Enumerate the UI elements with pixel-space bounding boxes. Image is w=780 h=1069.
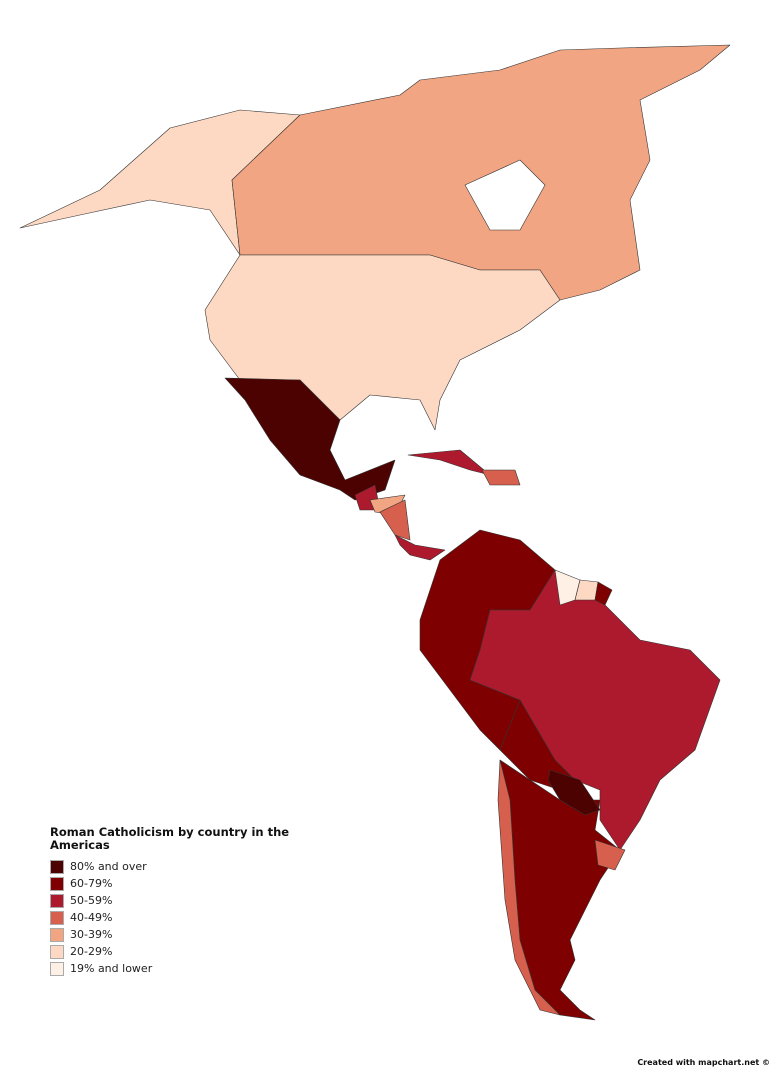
legend-title: Roman Catholicism by country in the Amer…: [50, 825, 290, 852]
legend-swatch: [50, 927, 64, 942]
credit: Created with mapchart.net ©: [637, 1058, 770, 1067]
country: [204, 254, 561, 431]
legend-label: 40-49%: [70, 911, 113, 924]
hudson-bay: [464, 159, 546, 231]
legend-swatch: [50, 893, 64, 908]
legend-item: 50-59%: [50, 892, 290, 909]
legend-item: 80% and over: [50, 858, 290, 875]
country: [224, 377, 396, 501]
legend: Roman Catholicism by country in the Amer…: [50, 826, 290, 977]
legend-item: 60-79%: [50, 875, 290, 892]
country: [547, 769, 601, 816]
legend-swatch: [50, 859, 64, 874]
legend-label: 50-59%: [70, 894, 113, 907]
country: [594, 839, 626, 871]
legend-item: 40-49%: [50, 909, 290, 926]
legend-label: 80% and over: [70, 860, 147, 873]
legend-label: 20-29%: [70, 945, 113, 958]
country: [481, 469, 521, 486]
legend-swatch: [50, 944, 64, 959]
country: [407, 449, 491, 476]
legend-item: 20-29%: [50, 943, 290, 960]
legend-item: 19% and lower: [50, 960, 290, 977]
legend-item: 30-39%: [50, 926, 290, 943]
country: [594, 581, 613, 606]
legend-label: 19% and lower: [70, 962, 153, 975]
legend-swatch: [50, 910, 64, 925]
country: [394, 534, 446, 561]
country: [497, 759, 561, 1016]
legend-label: 30-39%: [70, 928, 113, 941]
legend-swatch: [50, 961, 64, 976]
legend-label: 60-79%: [70, 877, 113, 890]
legend-items: 80% and over 60-79% 50-59% 40-49% 30-39% 20-2…: [50, 858, 290, 977]
country: [379, 499, 411, 541]
legend-swatch: [50, 876, 64, 891]
